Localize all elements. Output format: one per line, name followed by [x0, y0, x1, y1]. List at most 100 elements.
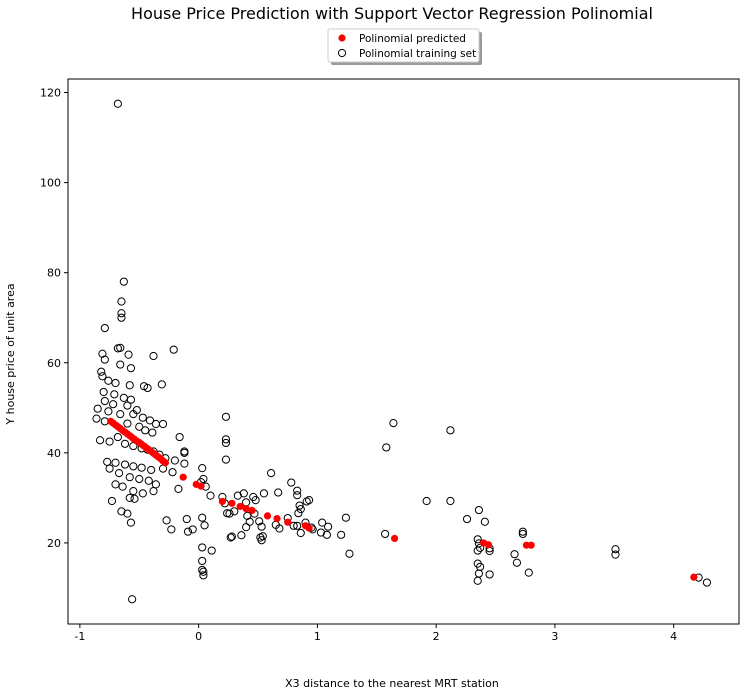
- training-point: [221, 438, 231, 448]
- training-point: [473, 546, 482, 555]
- training-point: [474, 505, 484, 515]
- training-point: [118, 482, 127, 491]
- training-point: [200, 521, 209, 530]
- training-point: [294, 509, 303, 518]
- training-point: [318, 518, 327, 527]
- training-point: [104, 407, 113, 416]
- training-point: [147, 465, 156, 475]
- training-point: [141, 426, 150, 435]
- training-point: [345, 549, 354, 558]
- training-point: [119, 277, 128, 286]
- training-point: [129, 462, 138, 471]
- training-point: [293, 491, 302, 500]
- training-point: [100, 396, 109, 406]
- chart-title: House Price Prediction with Support Vect…: [131, 4, 653, 23]
- training-point: [149, 351, 158, 361]
- training-point: [524, 568, 533, 577]
- training-point: [380, 529, 390, 539]
- training-point: [170, 456, 179, 465]
- predicted-point: [161, 459, 169, 467]
- training-point: [221, 435, 231, 444]
- training-point: [157, 380, 166, 389]
- y-tick-label: 120: [40, 87, 61, 100]
- training-point: [125, 381, 134, 390]
- training-point: [512, 558, 522, 567]
- training-point: [109, 400, 118, 409]
- training-point: [304, 496, 314, 505]
- training-point: [117, 313, 126, 322]
- training-point: [130, 494, 139, 503]
- training-point: [316, 528, 326, 537]
- training-point: [296, 528, 305, 538]
- plot-frame: [67, 78, 740, 625]
- training-point: [117, 507, 126, 516]
- training-point: [230, 507, 239, 516]
- training-point: [111, 458, 120, 467]
- training-point: [137, 463, 146, 472]
- training-point: [207, 546, 216, 555]
- x-tick-label: 2: [433, 630, 440, 643]
- training-point: [485, 570, 494, 579]
- legend-label-training: Polinomial training set: [359, 48, 476, 60]
- training-point: [258, 532, 267, 541]
- training-point: [126, 518, 136, 527]
- predicted-point: [284, 518, 292, 526]
- training-point: [473, 576, 482, 585]
- predicted-point: [179, 473, 187, 481]
- training-point: [257, 536, 266, 545]
- training-point: [116, 360, 125, 369]
- training-point: [226, 533, 235, 542]
- training-point: [169, 345, 178, 354]
- training-point: [182, 514, 191, 524]
- training-point: [93, 404, 102, 413]
- predicted-point: [527, 541, 535, 549]
- x-tick-label: 4: [670, 630, 677, 643]
- training-point: [221, 455, 231, 464]
- training-point: [149, 487, 158, 496]
- training-point: [251, 496, 260, 505]
- y-tick-label: 40: [47, 447, 61, 460]
- training-point: [116, 410, 125, 419]
- training-point: [225, 509, 234, 518]
- training-point: [100, 323, 109, 333]
- training-point: [123, 509, 132, 518]
- training-point: [120, 460, 130, 469]
- training-point: [145, 416, 155, 425]
- training-point: [242, 523, 251, 532]
- training-point: [129, 487, 138, 496]
- training-point: [302, 497, 311, 506]
- training-point: [322, 530, 331, 539]
- training-point: [117, 309, 126, 318]
- training-point: [199, 567, 208, 576]
- training-point: [111, 378, 120, 388]
- legend-marker-predicted: [338, 34, 346, 42]
- training-point: [126, 364, 136, 373]
- training-point: [116, 343, 125, 352]
- training-point: [107, 496, 117, 506]
- training-point: [128, 595, 137, 604]
- training-point: [275, 524, 284, 533]
- training-point: [243, 511, 252, 521]
- training-point: [518, 529, 527, 539]
- training-point: [198, 464, 207, 473]
- training-point: [289, 521, 298, 530]
- training-point: [188, 525, 197, 534]
- training-point: [257, 522, 266, 531]
- training-point: [123, 419, 132, 428]
- training-point: [287, 478, 296, 487]
- training-point: [198, 513, 207, 522]
- predicted-point: [248, 506, 256, 515]
- training-point: [341, 513, 351, 522]
- training-point: [180, 459, 189, 468]
- training-point: [100, 355, 109, 364]
- training-point: [99, 387, 108, 397]
- training-point: [167, 525, 176, 534]
- training-point: [98, 349, 107, 358]
- training-point: [293, 521, 302, 530]
- training-point: [174, 484, 183, 493]
- legend-label-predicted: Polinomial predicted: [359, 33, 466, 45]
- training-point: [123, 401, 132, 410]
- training-point: [98, 372, 107, 381]
- training-point: [198, 543, 207, 552]
- training-point: [611, 545, 620, 554]
